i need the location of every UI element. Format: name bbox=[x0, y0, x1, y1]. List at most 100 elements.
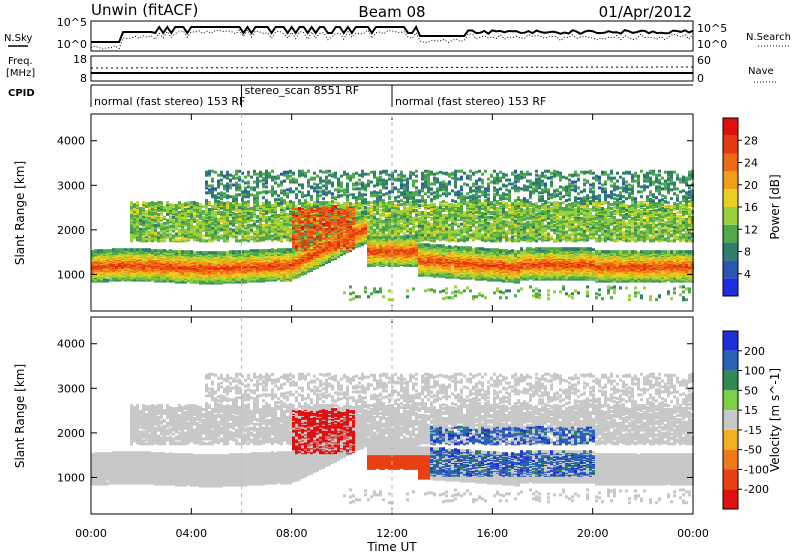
power-cell bbox=[355, 213, 358, 217]
power-cell bbox=[280, 189, 283, 193]
power-cell bbox=[130, 230, 133, 234]
power-cell bbox=[289, 200, 292, 204]
power-cell bbox=[139, 208, 142, 212]
power-cell bbox=[193, 205, 196, 209]
power-cell bbox=[181, 230, 184, 234]
power-cell bbox=[283, 221, 286, 225]
power-cell bbox=[202, 234, 205, 238]
power-cell bbox=[178, 250, 181, 254]
power-cell bbox=[115, 248, 118, 252]
power-cell bbox=[148, 207, 151, 211]
power-cell bbox=[160, 216, 163, 220]
power-cell bbox=[304, 211, 307, 215]
power-cell bbox=[247, 190, 250, 194]
power-cell bbox=[346, 172, 349, 176]
power-cell bbox=[301, 183, 304, 187]
power-cell bbox=[145, 265, 148, 269]
power-cell bbox=[154, 219, 157, 223]
power-cell bbox=[334, 173, 337, 177]
power-cell bbox=[262, 208, 265, 212]
power-cell bbox=[283, 248, 286, 252]
power-cell bbox=[322, 189, 325, 193]
power-cell bbox=[109, 251, 112, 255]
power-cell bbox=[187, 209, 190, 213]
power-cell bbox=[169, 214, 172, 218]
power-cell bbox=[256, 176, 259, 180]
power-cell bbox=[346, 206, 349, 210]
power-cell bbox=[334, 171, 337, 175]
power-cell bbox=[157, 239, 160, 243]
power-cell bbox=[283, 235, 286, 239]
power-cell bbox=[301, 216, 304, 220]
power-cell bbox=[232, 211, 235, 215]
power-cell bbox=[316, 235, 319, 239]
power-cell bbox=[181, 206, 184, 210]
power-cell bbox=[184, 228, 187, 232]
power-cell bbox=[301, 191, 304, 195]
power-cell bbox=[241, 229, 244, 233]
power-cell bbox=[340, 204, 343, 208]
power-cell bbox=[244, 192, 247, 196]
power-cell bbox=[259, 213, 262, 217]
power-cell bbox=[241, 171, 244, 175]
power-cell bbox=[244, 224, 247, 228]
power-cell bbox=[265, 249, 268, 253]
power-cell bbox=[235, 235, 238, 239]
power-cell bbox=[355, 196, 358, 200]
power-cell bbox=[148, 202, 151, 206]
power-cell bbox=[247, 257, 250, 261]
power-cell bbox=[163, 239, 166, 243]
power-cell bbox=[313, 182, 316, 186]
power-cell bbox=[361, 172, 364, 176]
date-title: 01/Apr/2012 bbox=[599, 3, 692, 21]
power-cell bbox=[313, 186, 316, 190]
power-cell bbox=[322, 222, 325, 226]
power-cell bbox=[205, 224, 208, 228]
power-cell bbox=[295, 225, 298, 229]
power-cell bbox=[358, 178, 361, 182]
power-cell bbox=[244, 238, 247, 242]
power-cell bbox=[250, 216, 253, 220]
power-cell bbox=[295, 217, 298, 221]
power-cell bbox=[142, 203, 145, 207]
power-cell bbox=[307, 232, 310, 236]
power-cell bbox=[220, 223, 223, 227]
power-cell bbox=[253, 222, 256, 226]
power-cell bbox=[286, 218, 289, 222]
power-cell bbox=[247, 228, 250, 232]
power-cell bbox=[238, 183, 241, 187]
power-cell bbox=[247, 173, 250, 177]
power-cell bbox=[253, 210, 256, 214]
power-cell bbox=[226, 224, 229, 228]
power-cell bbox=[223, 217, 226, 221]
power-cell bbox=[202, 251, 205, 255]
power-cell bbox=[274, 224, 277, 228]
power-cell bbox=[148, 225, 151, 229]
power-cell bbox=[268, 223, 271, 227]
power-cell bbox=[319, 219, 322, 223]
power-cell bbox=[175, 204, 178, 208]
power-cell bbox=[316, 174, 319, 178]
power-cell bbox=[178, 214, 181, 218]
power-cell bbox=[262, 249, 265, 253]
power-cell bbox=[226, 201, 229, 205]
power-cell bbox=[298, 201, 301, 205]
power-cell bbox=[364, 286, 367, 290]
power-cell bbox=[253, 188, 256, 192]
power-cell bbox=[232, 223, 235, 227]
power-cell bbox=[106, 267, 109, 271]
power-cell bbox=[253, 169, 256, 173]
power-cell bbox=[136, 205, 139, 209]
power-cell bbox=[346, 185, 349, 189]
power-cell bbox=[196, 238, 199, 242]
power-cell bbox=[130, 206, 133, 210]
power-cell bbox=[232, 221, 235, 225]
power-cell bbox=[196, 256, 199, 260]
power-cell bbox=[214, 216, 217, 220]
power-cell bbox=[271, 194, 274, 198]
power-cell bbox=[211, 195, 214, 199]
power-cell bbox=[160, 263, 163, 267]
power-cell bbox=[268, 236, 271, 240]
power-cell bbox=[271, 222, 274, 226]
power-cell bbox=[352, 175, 355, 179]
